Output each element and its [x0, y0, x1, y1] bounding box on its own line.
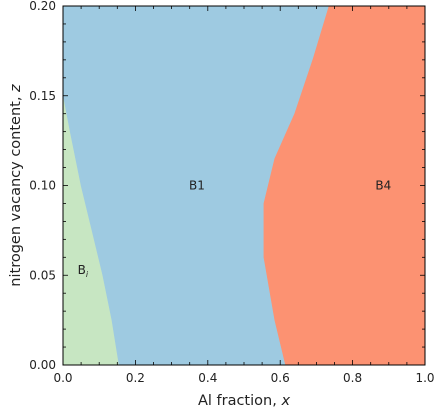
y-tick-label: 0.20 [29, 0, 56, 13]
x-tick-label: 0.4 [198, 371, 217, 385]
y-axis-label: nitrogen vacancy content, z [8, 84, 24, 287]
tick-labels: 0.0 0.2 0.4 0.6 0.8 1.0 0.00 0.05 0.10 0.15 0.20 [29, 0, 434, 385]
y-tick-label: 0.10 [29, 179, 56, 193]
region-labels: Bi B1 B4 [78, 179, 392, 279]
y-tick-label: 0.00 [29, 358, 56, 372]
y-tick-label: 0.15 [29, 89, 56, 103]
region-label-bi: Bi [78, 263, 89, 279]
y-tick-label: 0.05 [29, 268, 56, 282]
axis-ticks [62, 5, 426, 366]
x-axis-label-text: Al fraction, [198, 393, 281, 409]
x-axis-label-variable: x [280, 393, 290, 409]
x-axis-label: Al fraction, x [198, 393, 290, 409]
region-label-b1: B1 [189, 179, 205, 193]
y-axis-label-variable: z [8, 84, 24, 93]
phase-regions [62, 5, 426, 366]
x-tick-label: 1.0 [415, 371, 434, 385]
x-tick-label: 0.0 [53, 371, 72, 385]
x-tick-label: 0.6 [271, 371, 290, 385]
x-tick-label: 0.2 [126, 371, 145, 385]
region-label-b4: B4 [375, 179, 391, 193]
y-axis-label-text: nitrogen vacancy content, [8, 92, 24, 287]
x-tick-label: 0.8 [343, 371, 362, 385]
